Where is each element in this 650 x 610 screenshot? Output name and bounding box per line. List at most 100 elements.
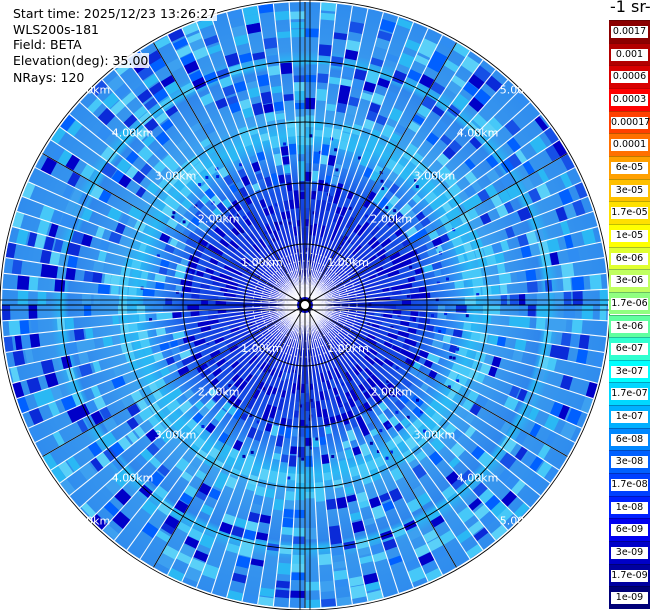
speckle-bin — [132, 83, 148, 97]
speckle-dot — [285, 259, 289, 263]
speckle-bin — [471, 276, 484, 288]
speckle-dot — [452, 356, 456, 360]
ray-separator — [113, 310, 301, 541]
speckle-bin — [112, 365, 122, 378]
speckle-bin — [133, 425, 146, 439]
speckle-bin — [97, 107, 116, 126]
speckle-dot — [312, 211, 316, 215]
speckle-bin — [221, 252, 232, 261]
speckle-dot — [395, 366, 399, 370]
speckle-bin — [124, 351, 136, 363]
speckle-bin — [368, 102, 382, 114]
colorbar-cell: 3e-05 — [609, 178, 650, 202]
speckle-bin — [574, 181, 588, 200]
speckle-bin — [212, 392, 222, 403]
speckle-bin — [416, 103, 432, 118]
speckle-bin — [131, 268, 140, 279]
speckle-bin — [161, 204, 176, 218]
speckle-bin — [251, 51, 266, 61]
speckle-bin — [214, 336, 225, 345]
speckle-bin — [549, 251, 560, 266]
speckle-dot — [172, 211, 176, 215]
speckle-bin — [345, 494, 358, 503]
speckle-dot — [204, 366, 208, 370]
speckle-bin — [369, 428, 379, 437]
speckle-bin — [290, 21, 305, 29]
speckle-bin — [193, 337, 206, 347]
speckle-dot — [249, 413, 253, 417]
speckle-bin — [292, 527, 305, 537]
speckle-bin — [64, 341, 79, 356]
speckle-dot — [207, 327, 211, 331]
speckle-bin — [184, 566, 203, 583]
speckle-bin — [69, 188, 83, 204]
speckle-bin — [274, 10, 290, 21]
colorbar-tick-label: 6e-09 — [611, 524, 648, 537]
speckle-bin — [387, 332, 399, 341]
ray-separator — [306, 16, 400, 298]
speckle-bin — [238, 354, 247, 363]
speckle-bin — [182, 59, 200, 75]
speckle-bin — [467, 73, 486, 90]
speckle-bin — [534, 367, 547, 383]
speckle-bin — [469, 136, 483, 150]
speckle-bin — [213, 408, 227, 423]
speckle-bin — [525, 268, 537, 282]
speckle-bin — [441, 485, 457, 500]
speckle-bin — [460, 469, 474, 483]
speckle-bin — [320, 12, 336, 21]
speckle-bin — [153, 146, 168, 160]
speckle-bin — [490, 193, 504, 208]
speckle-bin — [251, 494, 265, 506]
speckle-bin — [242, 593, 259, 605]
speckle-bin — [258, 514, 272, 524]
range-label: 2.00km — [371, 213, 413, 226]
start-time-label: Start time: 2025/12/23 13:26:27 — [12, 6, 218, 21]
speckle-bin — [369, 225, 381, 237]
speckle-bin — [340, 225, 350, 237]
speckle-dot — [292, 350, 296, 354]
speckle-bin — [318, 44, 333, 57]
speckle-bin — [81, 293, 92, 305]
speckle-bin — [343, 237, 353, 249]
speckle-bin — [157, 178, 173, 193]
speckle-bin — [464, 170, 478, 185]
speckle-bin — [497, 468, 513, 484]
speckle-bin — [346, 242, 354, 251]
speckle-bin — [536, 305, 549, 318]
speckle-bin — [179, 52, 196, 67]
speckle-bin — [454, 279, 465, 290]
speckle-bin — [311, 170, 320, 182]
speckle-bin — [439, 133, 453, 146]
speckle-dot — [239, 163, 243, 167]
speckle-bin — [470, 180, 483, 194]
speckle-bin — [54, 278, 66, 293]
speckle-bin — [16, 274, 30, 291]
elevation-label: Elevation(deg): 35.00 — [12, 53, 150, 68]
speckle-bin — [316, 71, 330, 84]
speckle-bin — [504, 473, 522, 492]
colorbar-cell: 1e-06 — [609, 314, 650, 338]
speckle-bin — [571, 275, 585, 291]
speckle-bin — [389, 251, 401, 261]
speckle-bin — [351, 446, 362, 456]
speckle-bin — [138, 406, 154, 422]
speckle-bin — [349, 389, 360, 402]
speckle-bin — [305, 437, 313, 446]
speckle-bin — [451, 74, 467, 89]
speckle-bin — [359, 423, 371, 437]
speckle-bin — [353, 68, 368, 81]
speckle-dot — [312, 255, 316, 259]
speckle-bin — [518, 293, 526, 305]
colorbar-tick-label: 1.7e-05 — [611, 207, 648, 220]
ray-separator — [2, 304, 298, 322]
speckle-bin — [180, 285, 192, 293]
speckle-bin — [362, 81, 377, 93]
speckle-bin — [411, 430, 423, 441]
speckle-dot — [268, 369, 272, 373]
speckle-dot — [242, 216, 246, 220]
range-label: 2.00km — [198, 213, 240, 226]
colorbar-cell: 1e-05 — [609, 223, 650, 247]
speckle-bin — [293, 79, 305, 92]
speckle-bin — [48, 251, 61, 266]
